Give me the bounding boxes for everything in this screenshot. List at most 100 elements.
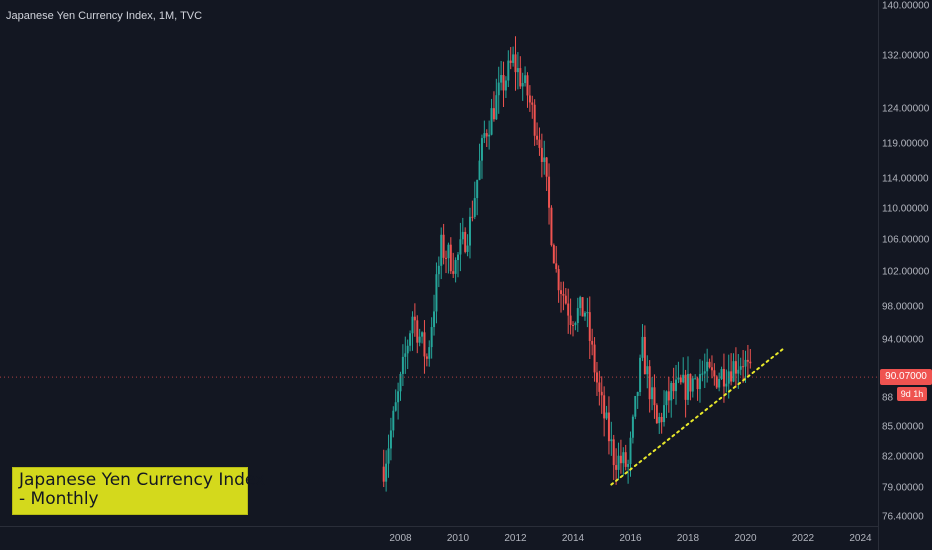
candle-body [722,368,725,387]
candle-body [514,54,517,73]
annotation-note[interactable]: Japanese Yen Currency Index - Monthly [12,467,266,515]
candle-body [742,366,745,368]
candle-body [418,336,421,343]
annotation-line-2: - Monthly [19,489,99,509]
candle-body [710,367,713,371]
candle-body [447,244,450,259]
candle-body [593,344,596,373]
candle-body [667,391,670,401]
price-tick-label: 119.00000 [882,139,929,150]
candle-body [435,274,438,312]
candle-body [603,395,606,419]
candle-body [682,374,685,383]
candle-body [428,347,431,359]
candle-body [387,448,390,464]
candle-body [555,263,558,270]
time-tick-label: 2016 [619,533,642,544]
candle-body [464,231,467,252]
price-tick-label: 79.00000 [882,483,924,494]
time-tick-label: 2022 [792,533,815,544]
price-tick-label: 85.00000 [882,422,924,433]
candle-body [579,297,582,309]
candles-group [0,36,878,492]
candle-body [581,297,584,317]
candle-body [643,336,646,375]
time-tick-label: 2012 [504,533,527,544]
candle-body [404,353,407,357]
candle-body [648,366,651,400]
candle-body [411,316,414,334]
candle-body [746,359,749,362]
candle-body [519,68,522,87]
candle-body [399,373,402,392]
time-axis-divider [0,526,878,527]
candle-body [385,463,388,482]
candle-body [466,245,469,252]
candle-body [512,54,515,63]
candle-body [598,382,601,392]
candle-body [433,311,436,328]
price-tick-label: 124.00000 [882,104,930,115]
candle-body [583,312,586,317]
price-axis[interactable]: 140.00000 132.00000 124.00000 119.00000 114.… [882,1,930,523]
candle-body [636,392,639,396]
candle-body [569,315,572,325]
candle-body [572,324,574,326]
time-tick-label: 2018 [677,533,700,544]
candle-body [629,437,632,465]
candle-body [660,416,663,423]
annotation-line-1: Japanese Yen Currency Index [19,470,266,490]
time-axis[interactable]: 2008 2010 2012 2014 2016 2018 2020 2022 2024 [389,533,872,544]
candle-body [492,108,495,120]
candle-body [488,134,491,137]
candle-body [607,412,610,442]
candle-body [557,269,560,291]
candle-body [485,133,488,137]
candle-body [730,371,733,382]
candle-body [698,374,701,390]
candle-body [543,157,546,162]
candle-body [586,312,589,314]
candle-body [624,452,627,467]
candle-body [665,391,668,406]
price-tick-label: 98.00000 [882,302,924,313]
candle-body [675,379,678,392]
candle-body [576,308,579,323]
candle-body [397,391,400,403]
candle-body [401,356,404,374]
candle-body [732,361,735,382]
candle-body [516,68,519,73]
chart-title: Japanese Yen Currency Index, 1M, TVC [6,10,203,22]
candle-body [600,391,603,396]
candle-body [641,336,644,358]
candle-body [521,83,524,87]
support-trendline[interactable] [610,347,785,486]
candle-body [631,416,634,438]
candle-body [670,382,673,401]
price-tick-label: 94.00000 [882,335,924,346]
candle-body [627,464,630,467]
candle-body [459,239,462,255]
candle-body [495,95,498,120]
candle-body [490,108,493,135]
candle-body [497,82,500,96]
candle-body [550,207,553,246]
candle-body [744,359,747,367]
candle-body [413,316,416,321]
candle-body [457,254,459,261]
candle-body [725,383,728,387]
candle-body [507,60,510,81]
candle-body [528,95,531,103]
trendline-group[interactable] [610,347,785,486]
candle-body [605,412,608,419]
candle-body [646,366,649,375]
candle-body [392,410,395,431]
candle-body [480,138,483,161]
candle-body [409,333,412,346]
candle-body [502,75,505,91]
candle-body [679,377,682,383]
candle-body [591,340,594,345]
candle-body [538,139,541,148]
